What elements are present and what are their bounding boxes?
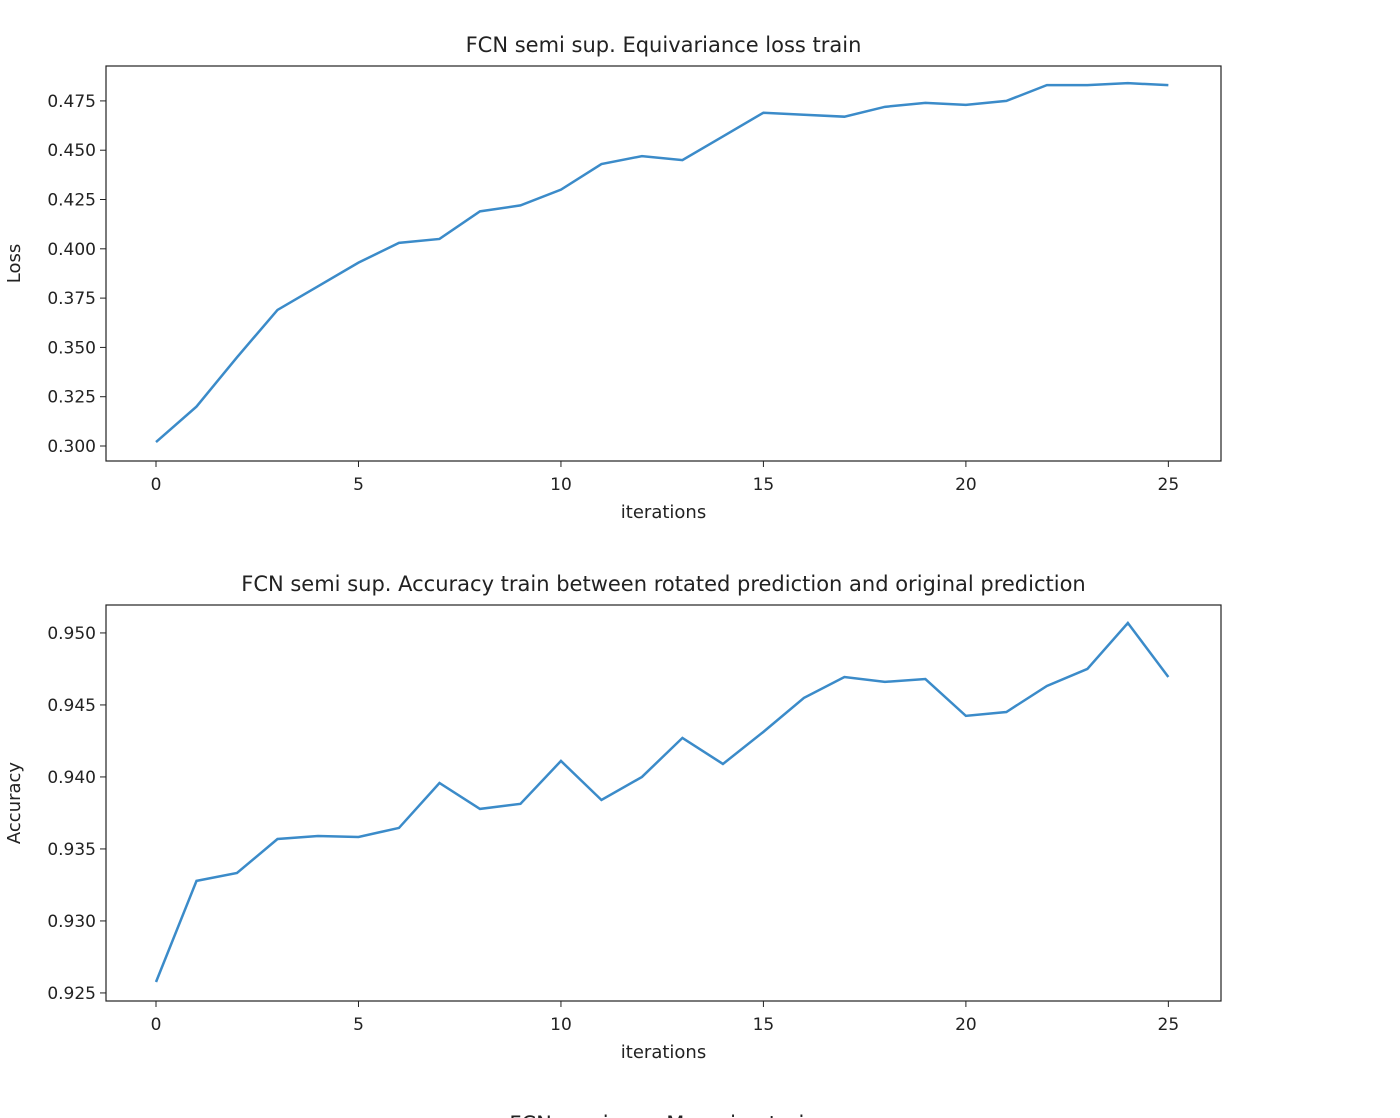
line <box>154 621 1170 983</box>
y-tick-label: 0.450 <box>47 141 96 161</box>
y-tick-label: 0.930 <box>47 912 96 932</box>
plot-frame <box>105 65 1222 462</box>
y-axis-label: Accuracy <box>4 762 25 845</box>
y-tick-label: 0.375 <box>47 289 96 309</box>
chart-title: FCN semi sup. Equivariance loss train <box>466 33 862 57</box>
y-tick-label: 0.325 <box>47 388 96 408</box>
y-tick-label: 0.950 <box>47 624 96 644</box>
y-tick-label: 0.425 <box>47 191 96 211</box>
x-tick-label: 10 <box>550 475 572 495</box>
y-tick-label: 0.940 <box>47 768 96 788</box>
x-tick-label: 20 <box>955 1015 977 1035</box>
y-tick-label: 0.935 <box>47 840 96 860</box>
y-tick-label: 0.350 <box>47 338 96 358</box>
line <box>155 81 1169 444</box>
x-tick-label: 25 <box>1158 475 1180 495</box>
y-tick-label: 0.300 <box>47 437 96 457</box>
chart-title: FCN semi sup. Accuracy train between rot… <box>241 572 1086 596</box>
x-axis-label: iterations <box>621 1042 706 1063</box>
y-axis-label: Loss <box>4 244 25 283</box>
x-tick-label: 15 <box>753 1015 775 1035</box>
chart-title: FCN semi sup. Mean iou train <box>509 1112 817 1118</box>
plot-frame <box>105 604 1222 1002</box>
x-tick-label: 5 <box>353 475 364 495</box>
x-tick-label: 0 <box>151 1015 162 1035</box>
y-tick-label: 0.945 <box>47 696 96 716</box>
x-tick-label: 5 <box>353 1015 364 1035</box>
y-tick-label: 0.475 <box>47 92 96 112</box>
x-tick-label: 25 <box>1158 1015 1180 1035</box>
x-tick-label: 0 <box>151 475 162 495</box>
x-axis-label: iterations <box>621 502 706 523</box>
x-tick-label: 10 <box>550 1015 572 1035</box>
x-tick-label: 20 <box>955 475 977 495</box>
y-tick-label: 0.925 <box>47 984 96 1004</box>
y-tick-label: 0.400 <box>47 240 96 260</box>
x-tick-label: 15 <box>753 475 775 495</box>
